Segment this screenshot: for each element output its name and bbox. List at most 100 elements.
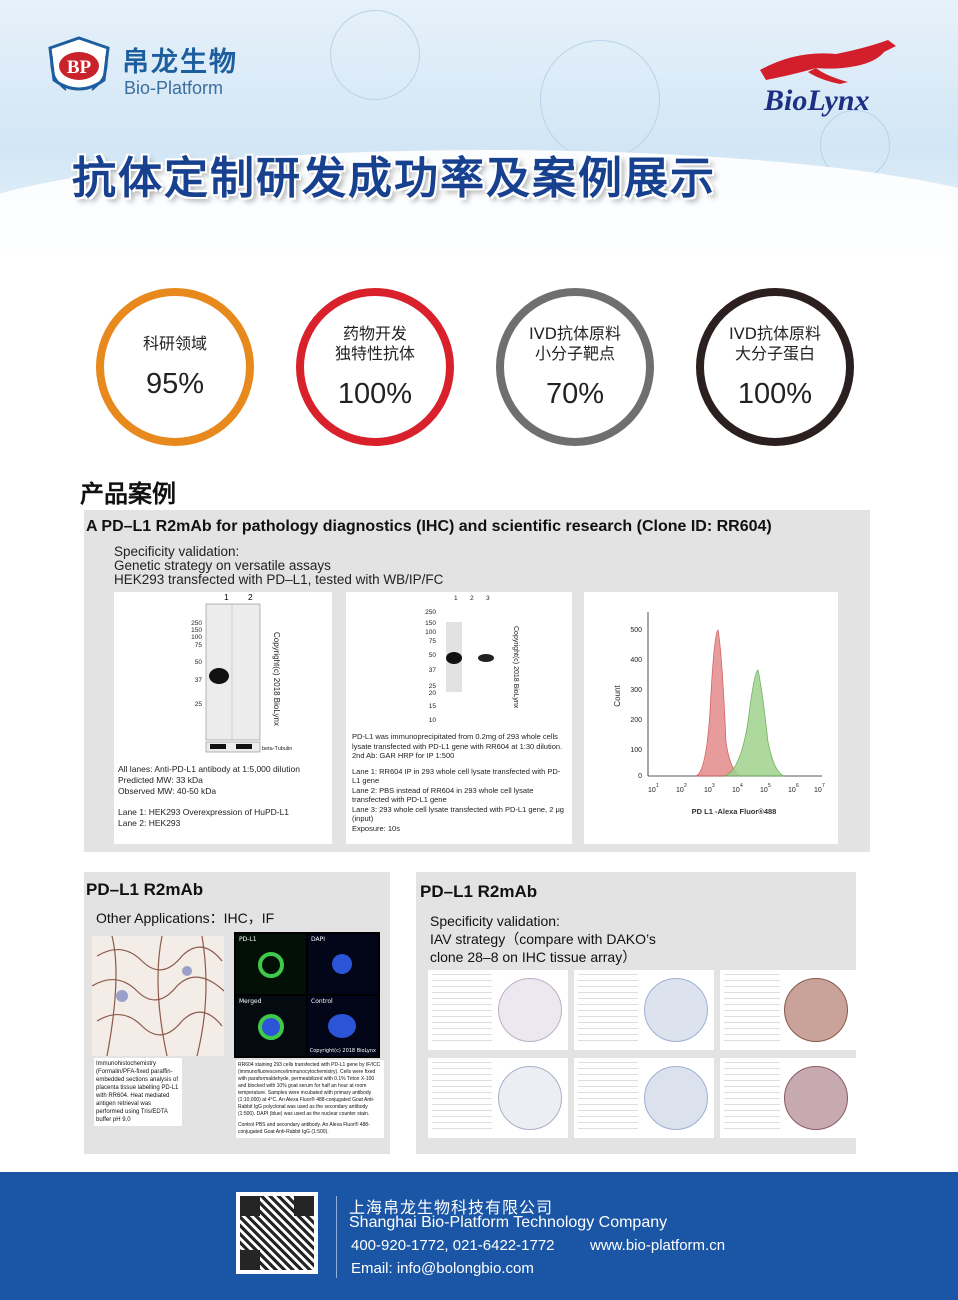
biolynx-logo: BioLynx [750,40,910,120]
stat-label: IVD抗体原料 大分子蛋白 [729,323,821,363]
footer: 上海帛龙生物科技有限公司 Shanghai Bio-Platform Techn… [0,1172,958,1300]
x-tick: 10 [814,787,822,794]
marker-label: 25 [429,683,437,690]
lane-label: 3 [486,595,490,602]
if-dapi: DAPI [308,934,378,994]
series-control [695,629,742,777]
lane-label: 1 [224,592,229,602]
x-tick: 10 [704,787,712,794]
stat-percent: 95% [145,367,205,400]
x-tick-exp: 3 [712,783,715,789]
stat-drug: 药物开发 独特性抗体 100% [296,288,454,446]
x-tick-exp: 2 [684,783,687,789]
x-tick: 10 [648,787,656,794]
wb-blot: 1 2 250 150 100 75 50 37 25 beta-Tubulin… [191,592,292,753]
stat-percent: 70% [545,377,605,410]
tissue-panel [428,1058,568,1138]
copyright-label: Copyright(c) 2018 BioLynx [272,632,281,726]
if-image-grid: PD-L1 DAPI Merged Control Copyright(c) 2… [234,932,380,1058]
stat-label: IVD抗体原料 小分子靶点 [529,323,621,363]
x-tick: 10 [788,787,796,794]
page-title: 抗体定制研发成功率及案例展示 [72,153,716,204]
ihc-caption: Immunohistochemistry (Formalin/PFA-fixed… [94,1058,182,1126]
y-tick: 0 [638,773,642,780]
marker-label: 10 [429,717,437,724]
header-banner [0,0,958,250]
company-en: Shanghai Bio-Platform Technology Company [349,1214,668,1231]
stat-label: 科研领域 [142,333,207,353]
marker-label: 150 [191,627,202,634]
panel-sub: Specificity validation: [114,544,240,559]
lower-right-panel: PD–L1 R2mAb Specificity validation: IAV … [416,872,856,1154]
if-control: Control Copyright(c) 2018 BioLynx [308,996,378,1056]
stat-label: 药物开发 独特性抗体 [334,323,415,363]
marker-label: 20 [429,690,437,697]
x-tick: 10 [760,787,768,794]
lower-left-panel: PD–L1 R2mAb Other Applications：IHC，IF Im… [84,872,390,1154]
x-axis-label: PD L1 -Alexa Fluor®488 [692,807,777,816]
if-merged: Merged [236,996,306,1056]
lane-label: 2 [470,595,474,602]
x-tick-exp: 7 [822,783,825,789]
marker-label: 15 [429,703,437,710]
bio-platform-logo: BP 帛龙生物 Bio-Platform [46,36,246,102]
y-tick: 200 [630,717,642,724]
marker-label: 100 [425,629,436,636]
phone: 400-920-1772, 021-6422-1772 [351,1237,555,1254]
lower-right-title: PD–L1 R2mAb [420,882,538,901]
wb-card: 1 2 250 150 100 75 50 37 25 beta-Tubulin… [114,592,332,844]
x-tick-exp: 5 [768,783,771,789]
ihc-tissue-array [428,970,856,1146]
shield-icon: BP [48,36,110,91]
flow-cytometry-card: Count 500 400 300 200 100 0 10 1 10 2 10 3 … [584,592,838,844]
stat-percent: 100% [737,377,813,410]
tissue-panel [574,1058,714,1138]
tissue-panel [428,970,568,1050]
header-wave [0,150,958,250]
x-tick: 10 [676,787,684,794]
marker-label: 250 [191,620,202,627]
y-tick: 300 [630,687,642,694]
lower-left-title: PD–L1 R2mAb [86,880,204,899]
if-pdl1: PD-L1 [236,934,306,994]
logo-en: Bio-Platform [124,78,224,98]
if-caption: RR604 staining 293 cells transfected wit… [236,1060,384,1138]
stat-ivd-small: IVD抗体原料 小分子靶点 70% [496,288,654,446]
x-tick-exp: 6 [796,783,799,789]
lane-label: 2 [248,592,253,602]
ip-caption: PD-L1 was immunoprecipitated from 0.2mg … [352,732,564,833]
footer-divider [336,1196,337,1278]
product-panel: A PD–L1 R2mAb for pathology diagnostics … [84,510,870,852]
lower-left-sub: Other Applications：IHC，IF [96,910,275,926]
loading-control-label: beta-Tubulin [262,746,292,752]
stat-ivd-large: IVD抗体原料 大分子蛋白 100% [696,288,854,446]
tissue-panel [720,970,856,1050]
x-tick: 10 [732,787,740,794]
ip-card: 1 2 3 250 150 100 75 50 37 25 20 15 10 C… [346,592,572,844]
section-title: 产品案例 [80,480,176,508]
marker-label: 100 [191,634,202,641]
panel-title: A PD–L1 R2mAb for pathology diagnostics … [86,518,772,535]
marker-label: 75 [195,642,203,649]
panel-sub: Genetic strategy on versatile assays [114,558,331,573]
marker-label: 50 [429,652,437,659]
wb-caption: All lanes: Anti-PD-L1 antibody at 1:5,00… [118,764,300,828]
decor-circle [330,10,420,100]
lynx-icon [760,40,896,84]
y-axis-label: Count [613,685,622,707]
logo-cn: 帛龙生物 [122,47,238,78]
stat-research: 科研领域 95% [96,288,254,446]
x-tick-exp: 4 [740,783,743,789]
tissue-panel [720,1058,856,1138]
website-link[interactable]: www.bio-platform.cn [590,1237,726,1254]
shield-text: BP [67,57,92,78]
y-tick: 500 [630,627,642,634]
y-tick: 400 [630,657,642,664]
ip-blot: 1 2 3 250 150 100 75 50 37 25 20 15 10 C… [425,595,519,724]
qr-code-icon [236,1192,318,1274]
marker-label: 25 [195,701,203,708]
series-pdl1 [723,669,785,777]
company-cn: 上海帛龙生物科技有限公司 [349,1198,554,1217]
email-link[interactable]: Email: info@bolongbio.com [351,1260,534,1277]
lower-right-sub: Specificity validation: IAV strategy（com… [430,913,656,965]
